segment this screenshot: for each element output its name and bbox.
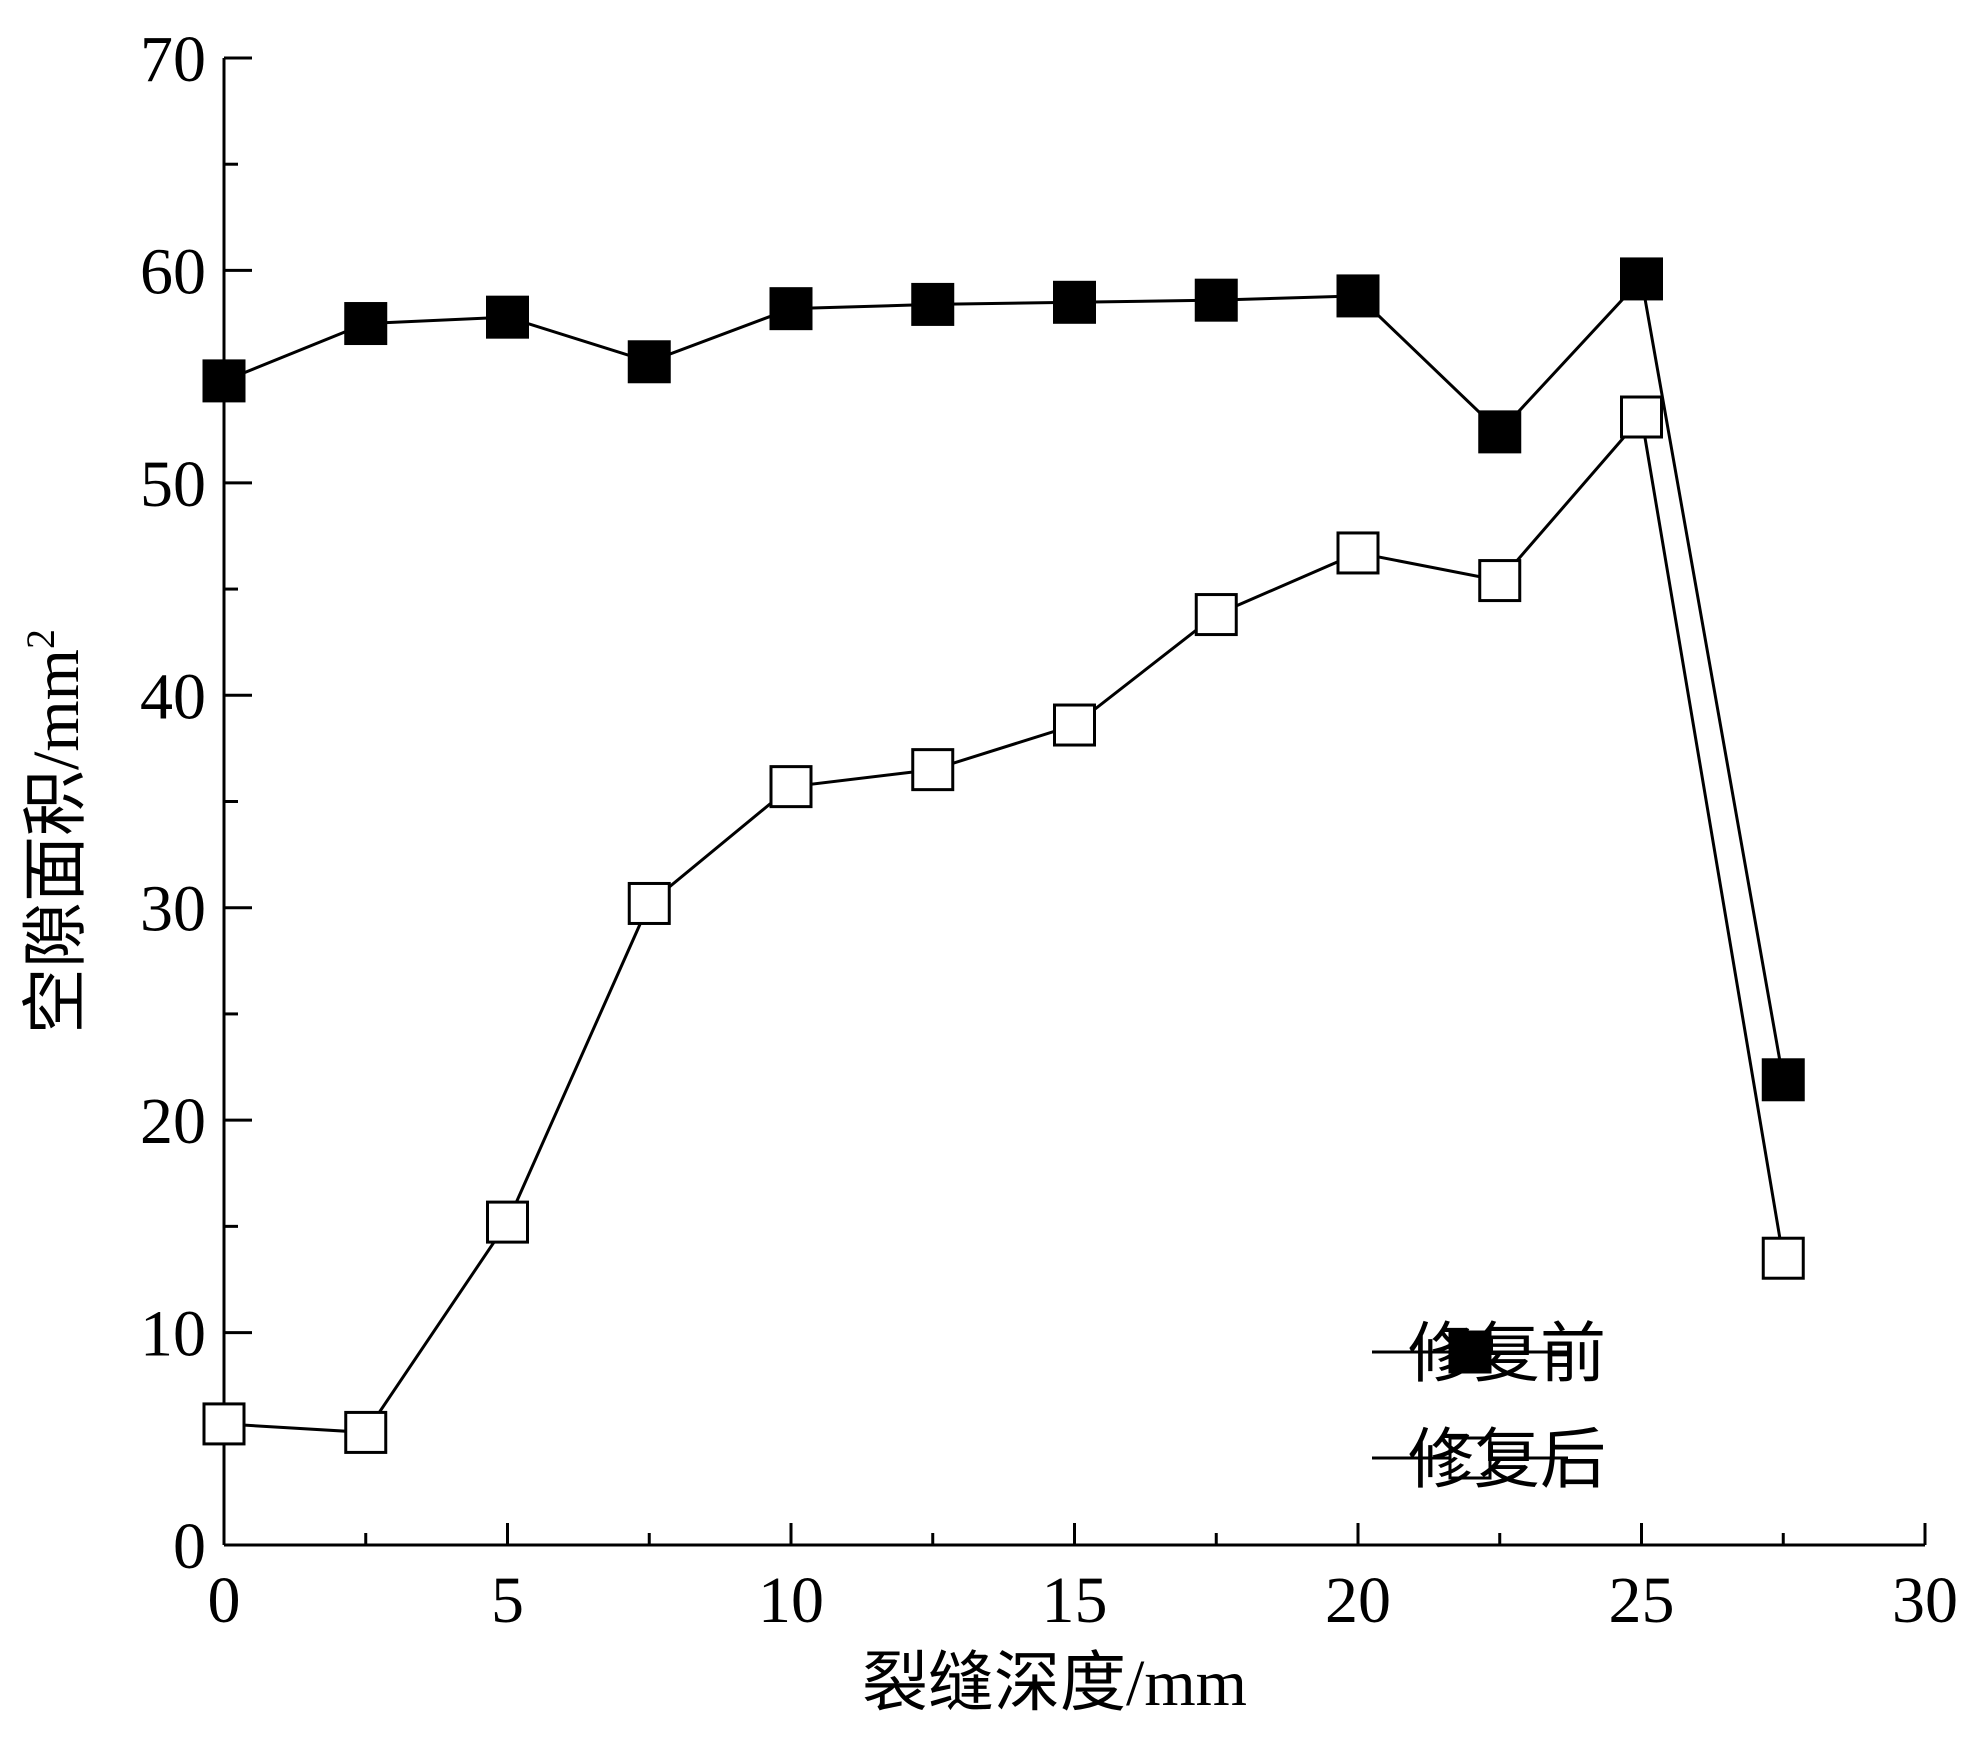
y-tick-label: 0 [173,1510,206,1583]
data-point-series-2 [1478,559,1522,603]
series-line-1 [223,275,1785,1081]
data-point-series-1 [769,287,813,331]
x-tick-label: 25 [1609,1564,1675,1637]
legend-marker-2 [1448,1436,1492,1480]
x-axis-title: 裂缝深度/mm [862,1647,1247,1720]
data-point-series-1 [1194,278,1238,322]
x-tick-label: 15 [1042,1564,1108,1637]
x-tick-label: 20 [1325,1564,1391,1637]
data-point-series-1 [1761,1058,1805,1102]
data-point-series-1 [202,359,246,403]
data-point-series-1 [627,340,671,384]
data-point-series-2 [1053,703,1096,747]
data-point-series-2 [344,1410,388,1454]
series-lines [223,275,1785,1434]
data-point-series-2 [486,1200,529,1244]
data-point-series-1 [1620,257,1663,301]
data-point-series-2 [1336,531,1380,575]
x-tick-label: 10 [758,1564,824,1637]
legend-label-1: 修复前 [1408,1318,1606,1391]
data-point-series-2 [1761,1236,1805,1280]
y-tick-label: 20 [140,1085,206,1158]
legend-marker-1 [1448,1330,1492,1374]
data-point-series-2 [202,1402,246,1446]
y-tick-label: 60 [140,235,206,308]
axes: 0 5 10 15 20 25 30 0 10 20 30 40 50 60 70 [140,23,1958,1637]
data-point-series-1 [1336,274,1380,318]
y-tick-label: 10 [140,1298,206,1371]
x-tick-label: 30 [1892,1564,1958,1637]
data-point-series-1 [911,282,955,326]
data-point-series-1 [1478,410,1522,454]
legend-label-2: 修复后 [1408,1424,1606,1497]
y-tick-label: 50 [140,448,206,521]
data-point-series-1 [344,302,388,346]
y-axis-title-text: 空隙面积/mm [20,649,93,1034]
y-tick-label: 70 [140,23,206,96]
y-axis-title: 空隙面积/mm2 [18,629,93,1034]
series-line-2 [223,413,1785,1434]
y-axis-title-superscript: 2 [18,629,63,649]
x-tick-label: 5 [491,1564,524,1637]
data-point-series-2 [627,881,671,925]
data-point-series-2 [1194,593,1238,637]
y-tick-label: 40 [140,660,206,733]
data-point-series-2 [911,748,955,792]
data-point-series-2 [769,765,813,809]
data-point-series-1 [1053,280,1096,324]
data-point-series-2 [1620,395,1663,439]
data-point-series-1 [486,295,529,339]
y-tick-label: 30 [140,873,206,946]
series-markers [202,257,1805,1454]
x-tick-label: 0 [208,1564,241,1637]
